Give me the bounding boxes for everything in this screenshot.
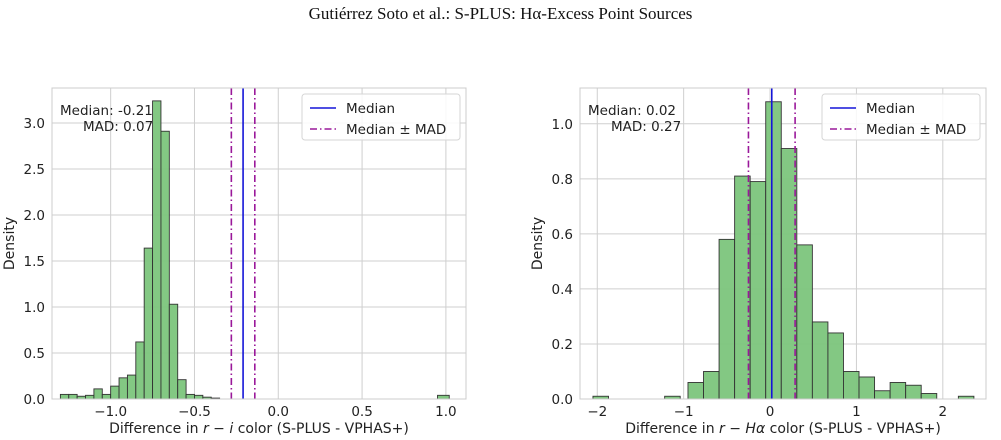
legend: Median Median ± MAD [301,93,461,141]
histogram-bar [59,393,70,400]
histogram-bar [703,371,720,400]
y-tick-label: 0.6 [552,227,573,243]
histogram-bar [194,394,204,400]
histogram-bar [687,382,704,400]
legend-label: Median [346,101,395,117]
bars [59,100,450,400]
y-tick-label: 1.0 [24,300,45,316]
x-tick-label: 1.0 [435,404,456,420]
histogram-bar [177,379,187,400]
histogram-bar [889,382,907,400]
histogram-bar [874,390,891,400]
y-tick-label: 0.5 [24,346,45,362]
histogram-bar [118,377,128,400]
x-axis-label: Difference in r − i color (S-PLUS - VPHA… [109,421,409,437]
histogram-bar [126,374,137,400]
histogram-bar [749,181,767,400]
y-tick-label: 0.8 [552,172,573,188]
x-tick-label: 0 [766,404,775,420]
legend-label: Median [866,101,915,117]
x-tick-label: 2 [939,404,948,420]
y-tick-label: 2.0 [24,208,45,224]
plot-frame [51,87,467,400]
histogram-panel-2: −2 −1 0 1 2 0.0 0.2 0.4 0.6 0.8 1.0 Difference in r… [530,87,987,437]
histogram-bar [68,393,78,400]
histogram-bar [858,376,876,400]
histogram-panel-1: −1.0 −0.5 0.0 0.5 1.0 0.0 0.5 1.0 1.5 2.0 2.5 3.0 Di… [2,87,467,437]
histogram-bar [437,394,450,400]
median-annotation: Median: 0.02 [588,103,676,119]
histogram-bar [160,130,170,400]
y-tick-label: 3.0 [24,116,45,132]
median-annotation: Median: -0.21 [60,103,153,119]
histogram-bar [718,238,736,400]
y-axis-label: Density [530,217,546,270]
x-tick-label: −1 [674,404,694,420]
y-tick-label: 0.2 [552,337,573,353]
y-tick-label: 1.0 [552,117,573,133]
y-tick-label: 2.5 [24,162,45,178]
page-header: Gutiérrez Soto et al.: S-PLUS: Hα-Excess… [308,4,693,23]
plot-frame [579,87,987,400]
histogram-bar [843,371,860,400]
legend: Median Median ± MAD [821,93,981,141]
histogram-bar [85,394,95,400]
x-tick-label: −0.5 [178,404,211,420]
mad-annotation: MAD: 0.27 [611,119,681,135]
histogram-bar [152,100,162,400]
histogram-bar [135,341,145,400]
mad-annotation: MAD: 0.07 [83,119,153,135]
x-tick-label: 0.0 [268,404,289,420]
y-tick-label: 0.4 [552,282,573,298]
histogram-bar [905,384,922,400]
legend-box [301,93,461,141]
y-axis-label: Density [2,217,18,270]
legend-label: Median ± MAD [346,122,446,138]
histogram-bar [185,393,195,400]
histogram-bar [93,388,103,400]
histogram-bar [827,332,844,400]
y-tick-label: 0.0 [24,392,45,408]
histogram-bar [143,247,154,400]
histogram-bar [110,385,120,400]
histogram-bar [168,303,179,400]
bars [592,101,975,400]
legend-box [821,93,981,141]
histogram-bar [101,393,112,400]
x-tick-label: 1 [852,404,861,420]
x-tick-label: 0.5 [351,404,372,420]
histogram-bar [796,244,813,400]
x-tick-label: −1.0 [94,404,127,420]
legend-label: Median ± MAD [866,122,966,138]
y-tick-label: 0.0 [552,392,573,408]
y-tick-label: 1.5 [24,254,45,270]
histogram-bar [920,393,938,400]
x-tick-label: −2 [587,404,607,420]
x-axis-label: Difference in r − Hα color (S-PLUS - VPH… [625,421,941,437]
histogram-bar [765,101,782,400]
histogram-bar [811,321,829,400]
